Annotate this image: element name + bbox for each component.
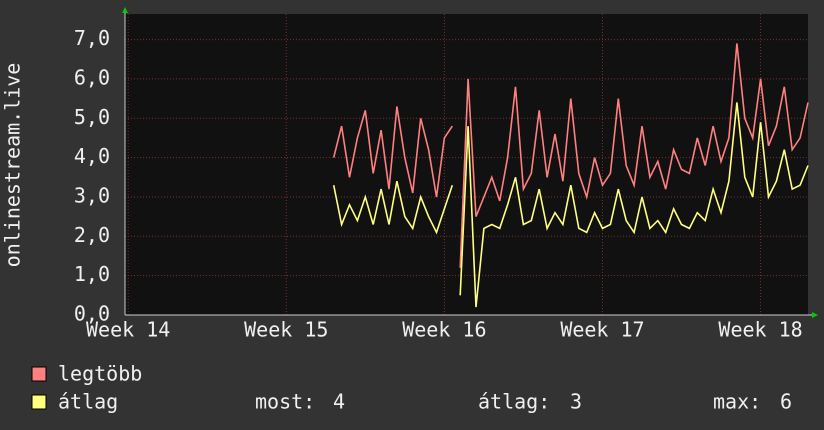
y-axis-label: onlinestream.live [1, 63, 25, 268]
y-tick-label: 7,0 [74, 26, 110, 50]
legend-swatch [31, 366, 47, 382]
stat-label: max: [713, 390, 761, 414]
series-line [332, 43, 809, 268]
grid [125, 14, 808, 316]
stat-value: 6 [780, 390, 792, 414]
x-tick-label: Week 17 [560, 318, 644, 342]
legend-swatch [31, 394, 47, 410]
axis-arrow [122, 7, 128, 13]
axis-arrow [812, 312, 818, 318]
x-tick-label: Week 18 [718, 318, 802, 342]
stat-value: 3 [570, 390, 582, 414]
y-tick-label: 1,0 [74, 262, 110, 286]
y-tick-label: 6,0 [74, 65, 110, 89]
legend-label: legtöbb [58, 362, 142, 386]
stat-label: átlag: [478, 390, 550, 414]
y-tick-label: 2,0 [74, 223, 110, 247]
y-tick-label: 3,0 [74, 183, 110, 207]
x-tick-label: Week 14 [86, 318, 170, 342]
stat-value: 4 [333, 390, 345, 414]
series-line [332, 102, 809, 308]
legend-label: átlag [58, 390, 118, 414]
x-tick-label: Week 16 [402, 318, 486, 342]
y-tick-label: 4,0 [74, 144, 110, 168]
y-tick-label: 0,0 [74, 302, 110, 326]
lines [332, 43, 809, 308]
y-tick-label: 5,0 [74, 105, 110, 129]
x-tick-label: Week 15 [244, 318, 328, 342]
stat-label: most: [255, 390, 315, 414]
